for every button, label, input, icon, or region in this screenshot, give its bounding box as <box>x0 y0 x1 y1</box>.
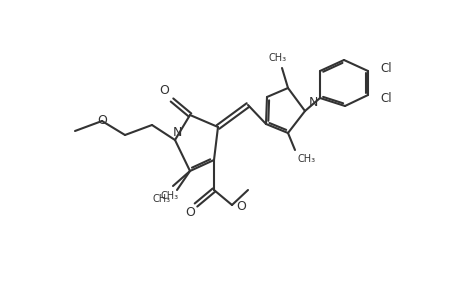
Text: O: O <box>185 205 195 219</box>
Text: CH₃: CH₃ <box>153 194 171 204</box>
Text: Cl: Cl <box>380 91 392 105</box>
Text: CH₃: CH₃ <box>161 191 179 201</box>
Text: CH₃: CH₃ <box>269 53 287 63</box>
Text: Cl: Cl <box>380 62 392 74</box>
Text: O: O <box>236 200 246 214</box>
Text: N: N <box>309 96 318 108</box>
Text: N: N <box>173 125 182 139</box>
Text: O: O <box>97 115 107 127</box>
Text: O: O <box>159 84 169 96</box>
Text: CH₃: CH₃ <box>298 154 316 164</box>
